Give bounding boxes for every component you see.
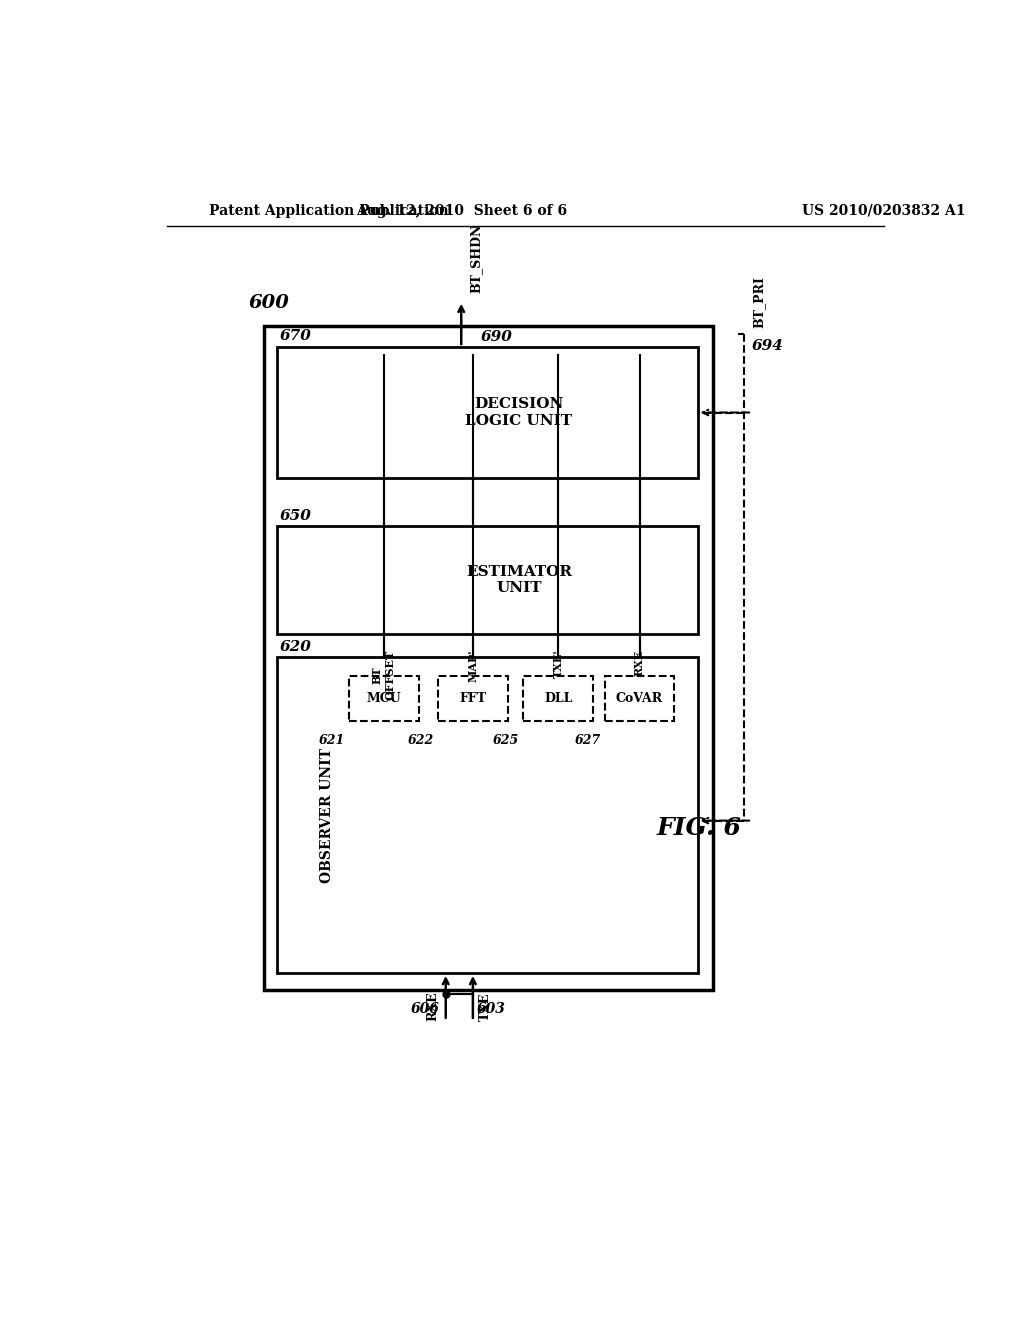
Text: DECISION
LOGIC UNIT: DECISION LOGIC UNIT [466, 397, 572, 428]
Text: TXE: TXE [479, 993, 493, 1020]
Text: BT_SHDN: BT_SHDN [469, 224, 482, 293]
Text: 690: 690 [481, 330, 513, 345]
Text: 625: 625 [494, 734, 519, 747]
Text: 620: 620 [280, 639, 311, 653]
Bar [604, 676, 675, 721]
Text: FIG. 6: FIG. 6 [657, 816, 741, 841]
Text: TXE': TXE' [553, 649, 563, 678]
Text: Aug. 12, 2010  Sheet 6 of 6: Aug. 12, 2010 Sheet 6 of 6 [355, 203, 567, 218]
Text: 650: 650 [280, 508, 311, 523]
Bar [438, 676, 508, 721]
Text: 627: 627 [574, 734, 601, 747]
Bar [276, 527, 697, 635]
Text: BT
OFFSET: BT OFFSET [372, 649, 395, 700]
Bar [349, 676, 419, 721]
Text: 621: 621 [318, 734, 345, 747]
Text: ESTIMATOR
UNIT: ESTIMATOR UNIT [466, 565, 572, 595]
Text: RXE: RXE [634, 649, 645, 676]
Text: MAP': MAP' [467, 649, 478, 682]
Bar [523, 676, 593, 721]
Bar [276, 657, 697, 973]
Bar [276, 347, 697, 478]
Text: RXE: RXE [426, 991, 439, 1020]
Text: 694: 694 [752, 339, 784, 352]
Text: MCU: MCU [367, 692, 401, 705]
Text: CoVAR: CoVAR [616, 692, 664, 705]
Text: BT_PRI: BT_PRI [752, 276, 765, 327]
Text: US 2010/0203832 A1: US 2010/0203832 A1 [802, 203, 966, 218]
Text: OBSERVER UNIT: OBSERVER UNIT [321, 747, 334, 883]
Text: 600: 600 [248, 294, 289, 313]
Text: 603: 603 [477, 1002, 506, 1015]
Text: 622: 622 [408, 734, 434, 747]
Text: DLL: DLL [544, 692, 572, 705]
Text: FFT: FFT [460, 692, 486, 705]
Text: 670: 670 [280, 329, 311, 343]
Bar [263, 326, 713, 990]
Text: Patent Application Publication: Patent Application Publication [209, 203, 449, 218]
Text: 606: 606 [411, 1002, 439, 1015]
